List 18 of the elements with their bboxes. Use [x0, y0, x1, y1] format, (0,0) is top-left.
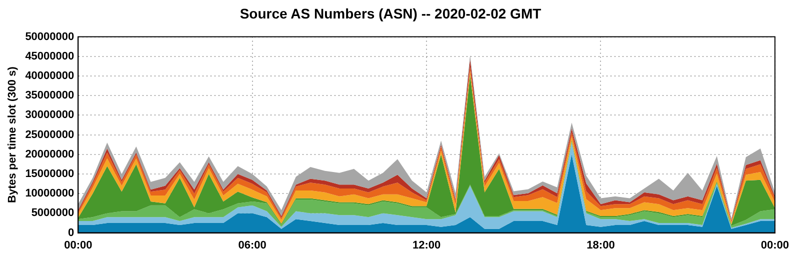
y-tick-label: 45000000	[25, 50, 74, 62]
x-tick-label: 12:00	[412, 239, 441, 252]
y-tick-label: 25000000	[25, 128, 74, 141]
x-tick-label: 06:00	[238, 239, 266, 252]
x-tick-label: 00:00	[760, 239, 790, 252]
y-tick-label: 35000000	[25, 90, 74, 102]
y-axis-title: Bytes per time slot (300 s)	[6, 66, 19, 203]
x-tick-label: 00:00	[64, 239, 92, 252]
y-tick-label: 5000000	[31, 207, 74, 220]
y-tick-label: 0	[68, 226, 74, 239]
x-tick-label: 18:00	[586, 239, 615, 252]
y-tick-label: 10000000	[25, 188, 74, 200]
y-tick-label: 40000000	[25, 70, 74, 82]
y-tick-label: 15000000	[25, 168, 74, 180]
chart-title: Source AS Numbers (ASN) -- 2020-02-02 GMT	[240, 5, 542, 22]
y-tick-label: 30000000	[25, 109, 74, 122]
y-tick-label: 50000000	[25, 30, 74, 43]
y-tick-label: 20000000	[25, 148, 74, 160]
